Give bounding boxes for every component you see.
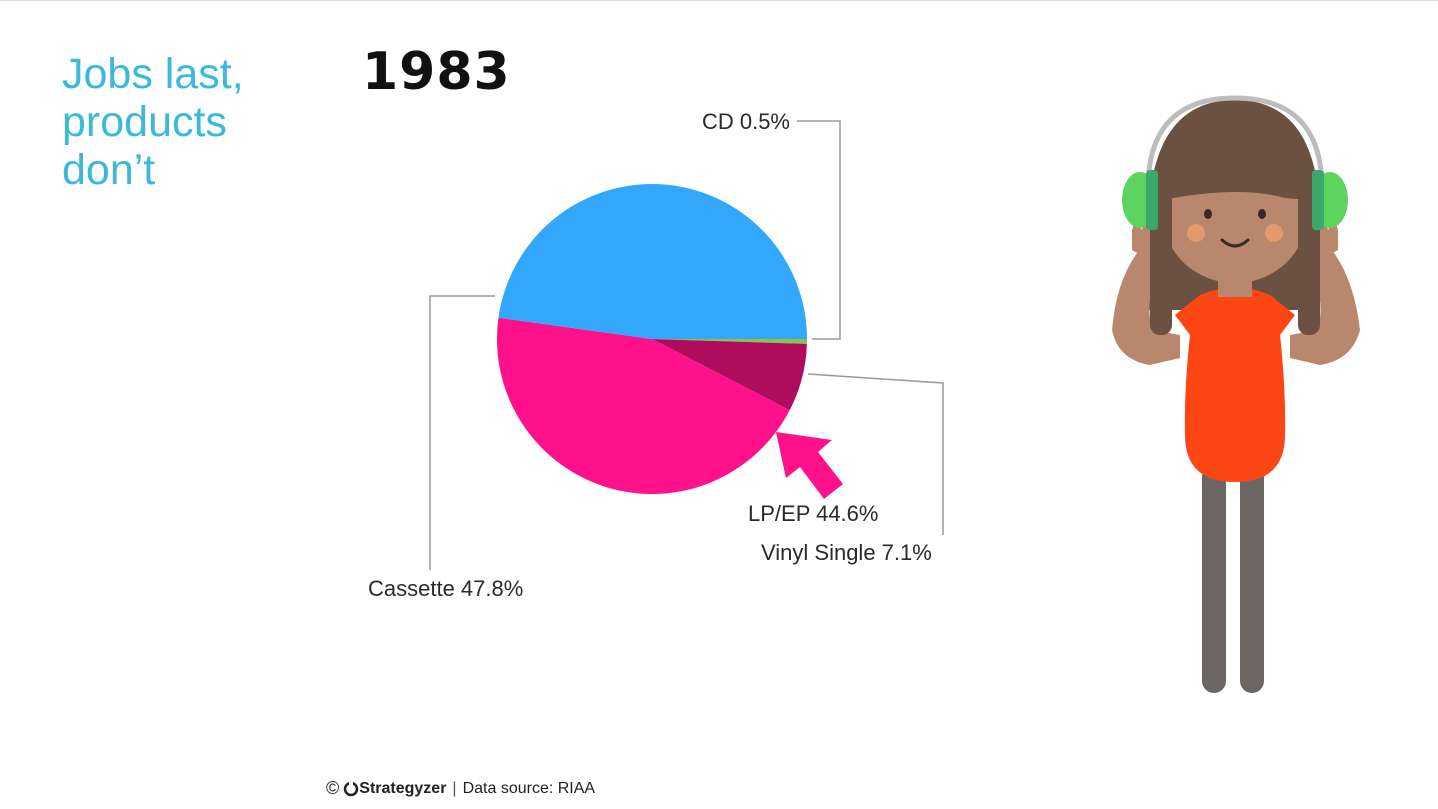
label-lp-ep: LP/EP 44.6%	[748, 501, 878, 526]
chart-year-title: 1983	[362, 42, 511, 102]
leader-line-cassette	[429, 295, 495, 570]
copyright-symbol: ©	[326, 778, 340, 798]
label-vinyl-single: Vinyl Single 7.1%	[761, 540, 932, 565]
pie-slice-cd	[652, 339, 807, 344]
data-source-text: Data source: RIAA	[462, 779, 596, 797]
footer: © Strategyzer | Data source: RIAA	[326, 778, 595, 799]
left-cheek	[1187, 224, 1205, 242]
pie-slice-vinyl-single	[652, 339, 807, 411]
girl-with-headphones-illustration	[1112, 95, 1360, 693]
footer-separator: |	[452, 779, 457, 797]
label-cd: CD 0.5%	[702, 109, 790, 134]
leader-line-vinyl-single	[807, 373, 944, 535]
headphones-band	[1145, 95, 1325, 186]
headline-line-2: products	[62, 98, 227, 146]
strategyzer-logo-icon	[344, 780, 359, 796]
smile	[1220, 238, 1250, 248]
strategyzer-logo: Strategyzer	[343, 780, 446, 798]
pie-slice-cassette	[498, 184, 807, 339]
right-eye	[1258, 209, 1266, 219]
top-divider	[0, 0, 1438, 1]
right-arm	[1290, 230, 1360, 365]
slide-headline: Jobs last, products don’t	[62, 50, 244, 194]
left-arm	[1112, 230, 1180, 365]
leader-lines	[429, 120, 944, 570]
hair-fringe	[1161, 118, 1309, 200]
headline-line-1: Jobs last,	[62, 50, 244, 98]
pie-slices	[496, 184, 807, 494]
headline-line-3: don’t	[62, 146, 156, 194]
pie-slice-lp-ep	[496, 317, 790, 494]
leader-line-cd	[797, 120, 841, 340]
left-leg	[1202, 465, 1226, 693]
right-leg	[1240, 465, 1264, 693]
right-cheek	[1265, 224, 1283, 242]
dress	[1175, 287, 1295, 482]
label-cassette: Cassette 47.8%	[368, 576, 523, 601]
left-eye	[1204, 209, 1212, 219]
highlight-arrow	[776, 432, 843, 499]
right-ear-cup-inner	[1312, 170, 1324, 230]
brand-name: Strategyzer	[359, 779, 447, 797]
left-ear-cup-inner	[1146, 170, 1158, 230]
